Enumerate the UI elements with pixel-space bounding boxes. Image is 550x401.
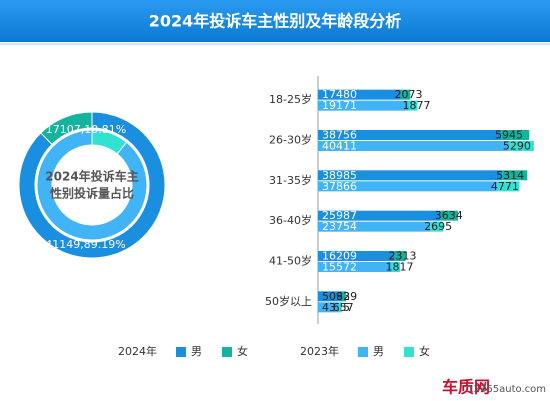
bar-segment [342,291,346,302]
donut-slice [40,111,93,146]
legend-swatch [176,347,186,357]
header-band [0,0,550,42]
bar-value-label: 5290 [503,140,531,153]
bar-value-label: 2695 [424,220,452,233]
bar-value-label: 5314 [496,169,524,182]
legend-label: 女 [419,344,430,358]
center-text: 2024年投诉车主 [45,169,138,184]
bar-value-label: 4771 [491,180,519,193]
legend-swatch [358,347,368,357]
bar-value-label: 23754 [322,220,357,233]
watermark-url: 12365auto.com [467,384,546,395]
bar-segment [318,262,392,272]
bar-segment [318,210,441,221]
bar-value-label: 3634 [435,209,463,222]
bar-segment [391,262,401,272]
bar-segment [501,130,530,140]
bar-value-label: 1817 [386,261,414,274]
bar-value-label: 40411 [322,140,357,153]
bar-segment [318,130,502,140]
y-tick-label: 50岁以上 [265,294,312,308]
y-tick-label: 36-40岁 [269,213,312,227]
legend-group-label: 2023年 [300,344,339,358]
bar-segment [408,100,418,111]
legend-label: 男 [373,345,384,358]
bar-segment [496,181,520,192]
watermark-logo: 车质网 [442,378,490,397]
bar-value-label: 25987 [322,209,357,222]
y-tick-label: 18-25岁 [269,92,312,106]
bar-segment [318,291,343,302]
bar-segment [502,170,528,181]
bar-value-label: 5945 [495,129,523,142]
bar-segment [318,221,431,232]
legend-label: 男 [191,345,202,358]
slice-label: 20108,12.36% [32,100,112,113]
bar-value-label: 4375 [322,301,350,314]
y-tick-label: 41-50岁 [269,254,312,268]
bar-value-label: 2073 [395,88,423,101]
y-tick-label: 26-30岁 [269,133,312,147]
bar-segment [400,89,411,100]
bar-segment [318,100,409,111]
bar-segment [338,302,342,313]
bar-segment [508,141,534,151]
donut-slice [91,129,128,155]
bar-segment [318,170,503,181]
bar-segment [318,181,497,192]
slice-label: 142515,87.64% [36,261,123,274]
legend-swatch [404,347,414,357]
slice-label: 17107,10.81% [46,123,126,136]
bar-value-label: 829 [336,290,357,303]
legend-label: 女 [237,344,248,358]
donut-slice [18,111,166,259]
legend-swatch [222,347,232,357]
donut-slice [36,129,148,241]
bar-value-label: 2313 [389,250,417,263]
center-text: 性别投诉量占比 [49,186,134,201]
bar-value-label: 15572 [322,261,357,274]
header-stripe [0,43,550,45]
bar-value-label: 17480 [322,88,357,101]
bar-segment [318,302,339,313]
bar-segment [318,89,401,100]
slice-label: 141149,89.19% [38,238,125,251]
bar-segment [440,210,458,221]
bar-segment [394,251,406,261]
bar-value-label: 38985 [322,169,357,182]
bar-segment [318,141,509,151]
bar-value-label: 19171 [322,99,357,112]
bar-segment [430,221,443,232]
bar-segment [318,251,395,261]
bar-value-label: 657 [333,301,354,314]
bar-value-label: 16209 [322,250,357,263]
bar-value-label: 1877 [403,99,431,112]
bar-value-label: 38756 [322,129,357,142]
y-tick-label: 31-35岁 [269,173,312,187]
chart-title: 2024年投诉车主性别及年龄段分析 [149,12,402,31]
bar-value-label: 37866 [322,180,357,193]
legend-group-label: 2024年 [118,344,157,358]
